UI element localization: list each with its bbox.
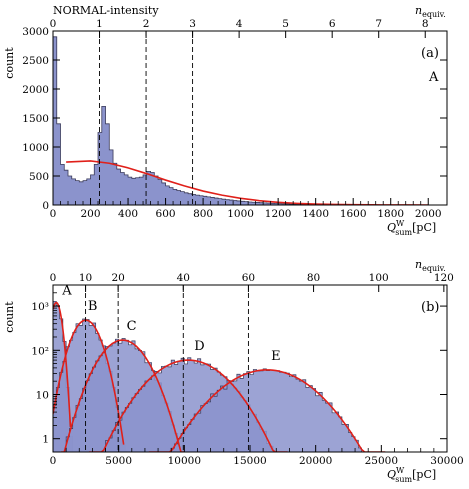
y-axis-title: count <box>3 301 16 333</box>
dataset-label: A <box>428 70 439 85</box>
peak-label-B: B <box>88 299 98 314</box>
peak-label-D: D <box>194 339 204 354</box>
x-tick-label: 25000 <box>365 455 398 467</box>
top-tick-label: 4 <box>236 18 243 30</box>
x-axis-title-sub: sum <box>395 228 412 237</box>
panel-label: (a) <box>421 46 439 61</box>
top-axis-title-main: n <box>415 4 422 17</box>
y-tick-label: 10³ <box>31 301 49 313</box>
top-axis-title-main: n <box>415 258 422 271</box>
panel-a: 0 200 400 600 800 1000 1200 1400 1600 1800 2000050… <box>3 4 448 237</box>
y-axis-title: count <box>3 47 16 79</box>
x-axis-title: QW sum[pC] <box>387 219 436 237</box>
panel-label: (b) <box>421 300 439 315</box>
top-tick-label: 100 <box>369 272 389 284</box>
fit-curve-D <box>88 359 288 452</box>
x-axis-title-main: Q <box>387 468 396 481</box>
top-axis-title-sub: equiv. <box>422 264 446 273</box>
top-tick-label: 7 <box>375 18 382 30</box>
top-tick-label: 10 <box>79 272 92 284</box>
top-tick-label: 1 <box>96 18 103 30</box>
x-tick-label: 5000 <box>105 455 132 467</box>
panel-b: 0 5000 10000 15000 20000 25000 30000 1 10 10² 10³ 0… <box>3 258 464 484</box>
top-tick-label: 5 <box>282 18 289 30</box>
fit-curve-C <box>61 339 185 452</box>
y-tick-label: 0 <box>42 200 49 212</box>
top-tick-label: 60 <box>242 272 255 284</box>
peak-label-C: C <box>127 319 137 334</box>
plot-area <box>53 300 408 452</box>
y-tick-label: 2000 <box>22 84 49 96</box>
top-tick-label: 2 <box>143 18 150 30</box>
y-tick-label: 1500 <box>22 113 49 125</box>
x-tick-label: 0 <box>50 208 57 220</box>
x-axis-title-unit: [pC] <box>412 468 436 481</box>
top-tick-label: 3 <box>189 18 196 30</box>
x-tick-label: 1400 <box>302 208 329 220</box>
x-tick-label: 2000 <box>415 208 442 220</box>
y-tick-label: 2500 <box>22 55 49 67</box>
x-tick-label: 1600 <box>340 208 367 220</box>
top-tick-label: 0 <box>50 18 57 30</box>
x-tick-label: 800 <box>193 208 213 220</box>
y-tick-label: 3000 <box>22 26 49 38</box>
top-tick-label: 0 <box>50 272 57 284</box>
top-tick-label: 6 <box>329 18 336 30</box>
top-tick-label: 8 <box>422 18 429 30</box>
x-tick-label: 10000 <box>168 455 201 467</box>
y-tick-label: 10 <box>36 389 49 401</box>
x-tick-label: 400 <box>118 208 138 220</box>
peak-label-E: E <box>271 349 281 364</box>
x-axis-title-main: Q <box>387 221 396 234</box>
y-tick-label: 500 <box>29 171 49 183</box>
fit-curve-E <box>148 369 386 452</box>
x-tick-label: 15000 <box>233 455 266 467</box>
x-tick-label: 1000 <box>227 208 254 220</box>
top-tick-label: 20 <box>111 272 124 284</box>
peak-label-A: A <box>61 284 72 299</box>
x-tick-label: 20000 <box>299 455 332 467</box>
x-tick-label: 200 <box>81 208 101 220</box>
x-axis-title-sub: sum <box>395 475 412 484</box>
x-axis-title-sup: W <box>396 466 405 475</box>
top-axis-title: nequiv. <box>415 258 446 273</box>
y-tick-label: 1000 <box>22 142 49 154</box>
x-axis-title-sup: W <box>396 219 405 228</box>
fit-curve-B <box>53 319 125 445</box>
y-tick-label: 10² <box>31 345 49 357</box>
x-axis-title: QW sum[pC] <box>387 466 436 484</box>
histogram-series <box>53 36 429 205</box>
top-tick-label: 120 <box>434 272 454 284</box>
x-axis-title-unit: [pC] <box>412 221 436 234</box>
fit-curve-A <box>53 301 72 428</box>
y-tick-label: 1 <box>42 434 49 446</box>
x-tick-label: 600 <box>156 208 176 220</box>
x-tick-label: 30000 <box>430 455 463 467</box>
plot-area <box>53 36 429 205</box>
x-tick-label: 1200 <box>265 208 292 220</box>
x-tick-label: 0 <box>50 455 57 467</box>
top-axis-title: nequiv. <box>415 4 446 19</box>
top-axis-left-label: NORMAL-intensity <box>53 4 159 17</box>
top-axis-title-sub: equiv. <box>422 10 446 19</box>
x-tick-label: 1800 <box>377 208 404 220</box>
top-tick-label: 40 <box>177 272 190 284</box>
top-tick-label: 80 <box>307 272 320 284</box>
